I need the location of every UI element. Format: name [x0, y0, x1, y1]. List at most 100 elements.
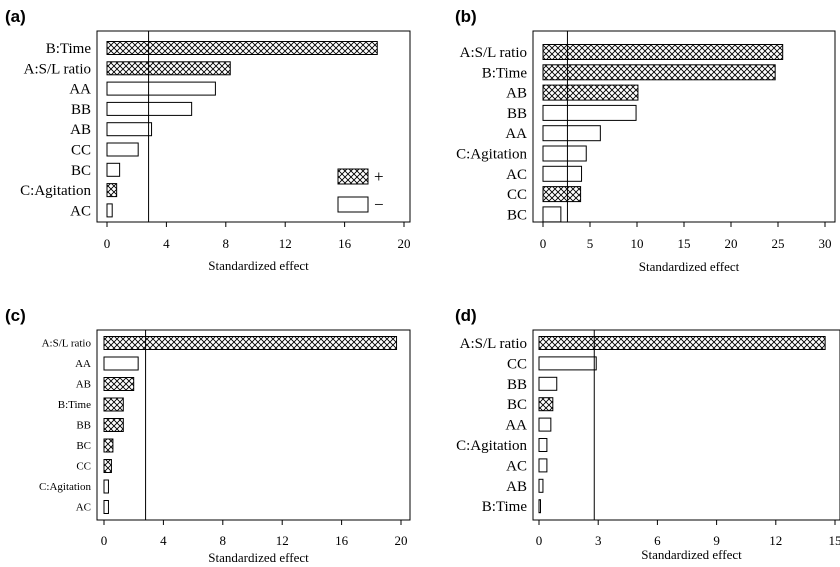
category-label: BC — [507, 207, 527, 223]
x-axis-title: Standardized effect — [641, 547, 742, 562]
x-tick-label: 30 — [819, 236, 832, 251]
bar-negative — [538, 478, 544, 493]
bar-negative — [538, 376, 558, 391]
bar-positive — [103, 336, 398, 350]
x-tick-label: 20 — [398, 236, 411, 251]
bar-positive — [542, 84, 639, 101]
x-tick-label: 4 — [160, 533, 167, 548]
x-tick-label: 20 — [725, 236, 738, 251]
category-label: AB — [76, 379, 91, 391]
legend-label: − — [374, 195, 384, 214]
category-label: B:Time — [46, 41, 92, 57]
x-tick-label: 5 — [587, 236, 594, 251]
bar-negative — [106, 101, 193, 116]
plot-frame — [532, 329, 840, 521]
bar-positive — [542, 44, 784, 60]
panel-d: (d) A:S/L ratio CC BB BC AA C:Agitation AC AB B:T… — [455, 306, 840, 562]
x-tick-label: 10 — [631, 236, 644, 251]
panel-b: (b) A:S/L ratio B:Time AB BB AA C:Agitation AC C… — [455, 7, 836, 274]
x-tick-label: 8 — [223, 236, 230, 251]
x-tick-label: 0 — [540, 236, 547, 251]
panel-a: (a) B:Time A:S/L ratio AA BB AB CC BC C:Agitatio… — [5, 7, 411, 273]
bar-negative — [538, 458, 548, 473]
x-tick-label: 15 — [678, 236, 691, 251]
x-tick-label: 12 — [276, 533, 289, 548]
category-label: CC — [507, 356, 527, 372]
bar-negative — [538, 499, 541, 514]
legend-label: + — [374, 167, 384, 186]
category-label: A:S/L ratio — [460, 45, 527, 61]
panel-c: (c) A:S/L ratio AA AB B:Time BB BC CC C:Agitatio… — [5, 306, 411, 565]
bar-positive — [538, 336, 826, 350]
category-label: CC — [507, 187, 527, 203]
bar-negative — [106, 142, 139, 157]
bar-negative — [106, 122, 153, 137]
x-tick-label: 0 — [536, 533, 543, 548]
panel-label: (c) — [5, 306, 26, 325]
bar-negative — [542, 104, 637, 121]
x-tick-label: 0 — [101, 533, 108, 548]
category-label: C:Agitation — [456, 438, 527, 454]
bar-negative — [538, 438, 548, 452]
plot-frame — [96, 329, 411, 521]
category-label: AA — [505, 126, 527, 142]
category-label: AC — [76, 502, 91, 514]
bar-negative — [103, 479, 109, 494]
category-label: AA — [505, 418, 527, 434]
category-label: AC — [70, 203, 91, 219]
category-label: B:Time — [482, 65, 528, 81]
bar-negative — [106, 203, 113, 218]
bar-positive — [103, 418, 124, 432]
panel-label: (b) — [455, 7, 477, 26]
bar-positive — [106, 183, 118, 198]
bar-negative — [538, 356, 597, 371]
bar-positive — [103, 438, 114, 453]
x-tick-label: 4 — [163, 236, 170, 251]
category-label: BB — [507, 377, 527, 393]
category-label: BC — [71, 163, 91, 179]
category-label: A:S/L ratio — [460, 336, 527, 352]
bar-negative — [106, 81, 216, 96]
x-tick-label: 0 — [104, 236, 111, 251]
x-tick-label: 3 — [595, 533, 602, 548]
bar-negative — [542, 165, 583, 182]
bar-negative — [542, 145, 587, 162]
x-axis-title: Standardized effect — [639, 259, 740, 274]
x-tick-label: 15 — [829, 533, 840, 548]
category-label: AB — [506, 86, 527, 102]
bar-positive — [542, 64, 776, 81]
x-axis-title: Standardized effect — [208, 258, 309, 273]
x-tick-label: 12 — [279, 236, 292, 251]
legend-swatch — [337, 196, 369, 213]
category-label: BB — [71, 102, 91, 118]
panel-label: (d) — [455, 306, 477, 325]
category-label: BC — [507, 397, 527, 413]
category-label: CC — [71, 142, 91, 158]
x-tick-label: 20 — [395, 533, 408, 548]
bar-positive — [106, 41, 378, 55]
bar-positive — [103, 377, 135, 391]
x-axis-title: Standardized effect — [208, 550, 309, 565]
bar-negative — [542, 125, 601, 142]
bar-negative — [542, 206, 562, 223]
x-tick-label: 25 — [772, 236, 785, 251]
legend-swatch — [337, 168, 369, 185]
bar-positive — [103, 459, 112, 473]
bar-positive — [106, 61, 231, 76]
category-label: B:Time — [58, 399, 91, 411]
bar-negative — [106, 162, 121, 177]
category-label: AC — [506, 458, 527, 474]
x-tick-label: 12 — [769, 533, 782, 548]
panel-label: (a) — [5, 7, 26, 26]
bar-positive — [542, 186, 582, 203]
category-label: C:Agitation — [456, 146, 527, 162]
bar-negative — [538, 417, 552, 432]
category-label: BB — [507, 106, 527, 122]
x-tick-label: 16 — [338, 236, 352, 251]
x-tick-label: 16 — [335, 533, 349, 548]
category-label: AC — [506, 167, 527, 183]
x-tick-label: 6 — [654, 533, 661, 548]
category-label: C:Agitation — [39, 481, 91, 493]
category-label: AB — [506, 479, 527, 495]
